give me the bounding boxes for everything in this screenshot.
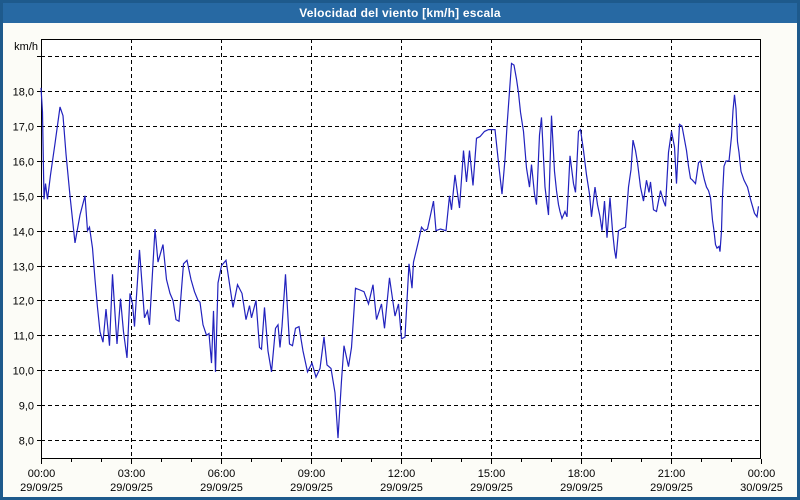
x-tick-date-label: 29/09/25: [290, 482, 333, 494]
x-gridlines-and-labels: 00:00 29/09/25 03:00 29/09/25 06:00 29/09/25 0…: [20, 39, 783, 494]
x-tick-time-label: 18:00: [568, 468, 596, 480]
x-tick-time-label: 00:00: [28, 468, 56, 480]
x-tick-time-label: 00:00: [748, 468, 776, 480]
y-tick-label: 15,0: [13, 192, 34, 204]
x-tick-time-label: 09:00: [298, 468, 326, 480]
wind-speed-line-chart: 8,0 9,0 10,0 11,0 12,0 13,0 14,0 15,0 16,0 17,0 18…: [13, 39, 783, 494]
x-tick-time-label: 15:00: [478, 468, 506, 480]
y-tick-label: 18,0: [13, 87, 34, 99]
x-tick-date-label: 29/09/25: [650, 482, 693, 494]
x-tick-time-label: 21:00: [658, 468, 686, 480]
x-tick-date-label: 29/09/25: [110, 482, 153, 494]
y-tick-label: 11,0: [13, 331, 34, 343]
x-tick-date-label: 29/09/25: [560, 482, 603, 494]
x-tick-date-label: 29/09/25: [200, 482, 243, 494]
x-tick-time-label: 06:00: [208, 468, 236, 480]
y-tick-label: 13,0: [13, 262, 34, 274]
x-tick-date-label: 29/09/25: [20, 482, 63, 494]
y-tick-label: 17,0: [13, 122, 34, 134]
x-tick-date-label: 29/09/25: [470, 482, 513, 494]
x-tick-date-label: 29/09/25: [380, 482, 423, 494]
x-tick-time-label: 03:00: [118, 468, 146, 480]
chart-title: Velocidad del viento [km/h] escala: [299, 6, 501, 20]
x-minor-ticks: [71, 459, 732, 462]
y-tick-label: 14,0: [13, 227, 34, 239]
wind-speed-series: [40, 62, 760, 439]
y-tick-label: 10,0: [13, 366, 34, 378]
y-tick-label: 12,0: [13, 296, 34, 308]
y-axis-unit-label: km/h: [14, 41, 38, 53]
x-tick-time-label: 12:00: [388, 468, 416, 480]
plot-frame: [41, 39, 761, 459]
chart-region: km/h 8,0 9,0 10,0 11,0 12,0 13,0 14,0 15,0 16,0 1…: [3, 23, 797, 497]
y-tick-label: 16,0: [13, 157, 34, 169]
y-tick-label: 8,0: [19, 436, 34, 448]
x-tick-date-label: 30/09/25: [740, 482, 783, 494]
y-tick-label: 9,0: [19, 401, 34, 413]
chart-title-bar: Velocidad del viento [km/h] escala: [3, 3, 797, 23]
